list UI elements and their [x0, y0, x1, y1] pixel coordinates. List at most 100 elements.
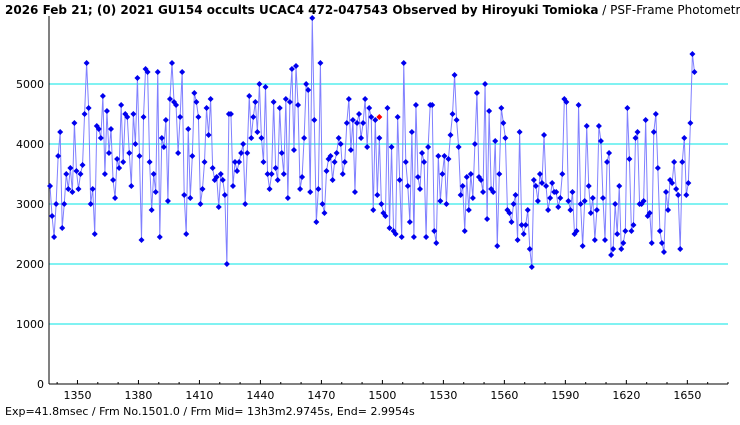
- data-point: [248, 135, 255, 141]
- data-point: [400, 60, 407, 66]
- data-point: [417, 186, 424, 192]
- data-point: [665, 207, 672, 213]
- x-tick-label-1410: 1410: [185, 389, 213, 402]
- data-point: [543, 183, 550, 189]
- data-point: [148, 207, 155, 213]
- data-point: [687, 120, 694, 126]
- data-point: [232, 159, 239, 165]
- data-point: [353, 120, 360, 126]
- data-point: [156, 234, 163, 240]
- data-point: [656, 228, 663, 234]
- data-point: [414, 174, 421, 180]
- data-point: [362, 96, 369, 102]
- data-point: [583, 123, 590, 129]
- data-point: [648, 240, 655, 246]
- data-point: [660, 249, 667, 255]
- data-point: [447, 132, 454, 138]
- data-point: [506, 210, 513, 216]
- data-point: [431, 228, 438, 234]
- data-point: [624, 105, 631, 111]
- data-point: [321, 210, 328, 216]
- data-point: [65, 186, 72, 192]
- data-point: [640, 198, 647, 204]
- series-line: [49, 17, 695, 268]
- data-point: [608, 252, 615, 258]
- data-point: [402, 159, 409, 165]
- data-point: [616, 183, 623, 189]
- data-point: [116, 165, 123, 171]
- data-point: [343, 120, 350, 126]
- data-point: [49, 213, 56, 219]
- data-point: [284, 195, 291, 201]
- data-point: [471, 141, 478, 147]
- data-point: [136, 153, 143, 159]
- data-point: [496, 171, 503, 177]
- data-point: [130, 111, 137, 117]
- data-point: [494, 243, 501, 249]
- data-point: [593, 207, 600, 213]
- data-point: [209, 165, 216, 171]
- data-point: [632, 135, 639, 141]
- data-point: [301, 135, 308, 141]
- data-point: [185, 126, 192, 132]
- data-point: [309, 15, 316, 21]
- data-point: [217, 171, 224, 177]
- data-point: [297, 186, 304, 192]
- data-point: [201, 159, 208, 165]
- data-point: [270, 99, 277, 105]
- data-point: [63, 171, 70, 177]
- data-point: [317, 60, 324, 66]
- data-point: [459, 183, 466, 189]
- data-point: [293, 63, 299, 69]
- data-point: [315, 186, 322, 192]
- data-point: [124, 114, 131, 120]
- data-point: [360, 120, 367, 126]
- data-point: [453, 117, 460, 123]
- data-point: [122, 111, 129, 117]
- data-point: [597, 138, 604, 144]
- data-point: [553, 189, 560, 195]
- data-point: [181, 192, 188, 198]
- data-point: [177, 114, 184, 120]
- x-tick-label-1650: 1650: [673, 389, 701, 402]
- data-point: [406, 219, 413, 225]
- data-point: [498, 105, 505, 111]
- data-point: [457, 192, 464, 198]
- data-point: [581, 198, 588, 204]
- data-point: [388, 144, 395, 150]
- data-point: [500, 120, 507, 126]
- data-point: [299, 174, 306, 180]
- data-point: [685, 180, 692, 186]
- data-point: [288, 66, 295, 72]
- data-point: [526, 246, 533, 252]
- data-point: [242, 201, 249, 207]
- data-point: [266, 186, 273, 192]
- data-point: [144, 69, 151, 75]
- data-point: [691, 69, 698, 75]
- data-point: [669, 180, 676, 186]
- data-point: [73, 168, 80, 174]
- data-point: [75, 186, 82, 192]
- data-point: [215, 204, 222, 210]
- data-point: [486, 108, 493, 114]
- data-point: [97, 135, 104, 141]
- data-point: [337, 141, 344, 147]
- data-point: [272, 165, 279, 171]
- data-point: [305, 87, 312, 93]
- data-point: [282, 96, 289, 102]
- data-point: [246, 93, 253, 99]
- x-tick-label-1560: 1560: [490, 389, 518, 402]
- data-point: [112, 195, 119, 201]
- data-point: [264, 171, 271, 177]
- data-point: [508, 219, 515, 225]
- data-point: [150, 171, 157, 177]
- data-point: [280, 171, 287, 177]
- data-point: [618, 246, 625, 252]
- data-point: [681, 135, 688, 141]
- data-point: [419, 150, 426, 156]
- y-tick-label-5000: 5000: [16, 78, 44, 91]
- data-points: [47, 15, 698, 270]
- data-point: [634, 129, 641, 135]
- data-point: [126, 150, 133, 156]
